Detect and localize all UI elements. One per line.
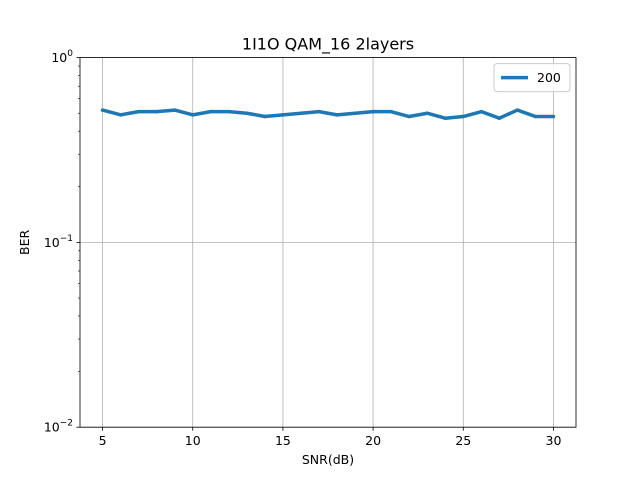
data-point: [209, 109, 213, 114]
y-tick-label: 10−1: [44, 234, 73, 250]
data-point: [100, 108, 105, 112]
x-tick-label: 25: [455, 433, 471, 448]
series-layer: [100, 108, 556, 120]
y-tick-exponent: −2: [60, 419, 73, 429]
data-point: [389, 109, 393, 114]
x-tick-label: 15: [275, 433, 291, 448]
legend-box: [493, 63, 571, 93]
series-line: [102, 108, 554, 120]
y-tick-base: 10: [44, 235, 60, 250]
x-tick-label: 30: [546, 433, 562, 448]
chart-title: 1I1O QAM_16 2layers: [242, 35, 414, 55]
x-tick-label: 5: [99, 433, 107, 448]
data-point: [335, 113, 339, 117]
data-point: [551, 114, 556, 119]
y-tick-exponent: −1: [60, 234, 73, 244]
data-point: [299, 111, 303, 115]
data-point: [461, 114, 466, 119]
x-tick-label: 10: [185, 433, 201, 448]
data-point: [479, 109, 484, 114]
x-axis-ticks: 5 10 15 20 25 30: [99, 427, 562, 448]
data-point: [407, 114, 411, 119]
y-axis-label: BER: [17, 230, 32, 255]
data-point: [136, 109, 141, 114]
y-tick-base: 10: [44, 420, 60, 435]
data-point: [281, 113, 285, 117]
y-tick-exponent: 0: [67, 49, 73, 59]
data-point: [154, 109, 159, 114]
data-point: [263, 114, 267, 119]
data-point: [497, 116, 502, 120]
data-point: [245, 111, 249, 115]
x-tick-label: 20: [365, 433, 381, 448]
data-point: [515, 108, 520, 112]
y-tick-base: 10: [51, 50, 67, 65]
legend: 200: [493, 63, 571, 93]
y-tick-label: 10−2: [44, 419, 73, 435]
data-point: [227, 109, 231, 114]
data-point: [317, 109, 321, 114]
data-point: [190, 113, 195, 117]
data-point: [443, 116, 447, 120]
x-axis-label: SNR(dB): [302, 452, 354, 467]
data-point: [425, 111, 429, 115]
data-point: [353, 111, 357, 115]
y-tick-label: 100: [51, 49, 73, 65]
legend-label: 200: [537, 70, 561, 85]
data-point: [371, 109, 375, 114]
data-point: [172, 108, 177, 112]
data-point: [118, 113, 123, 117]
data-point: [533, 114, 538, 119]
